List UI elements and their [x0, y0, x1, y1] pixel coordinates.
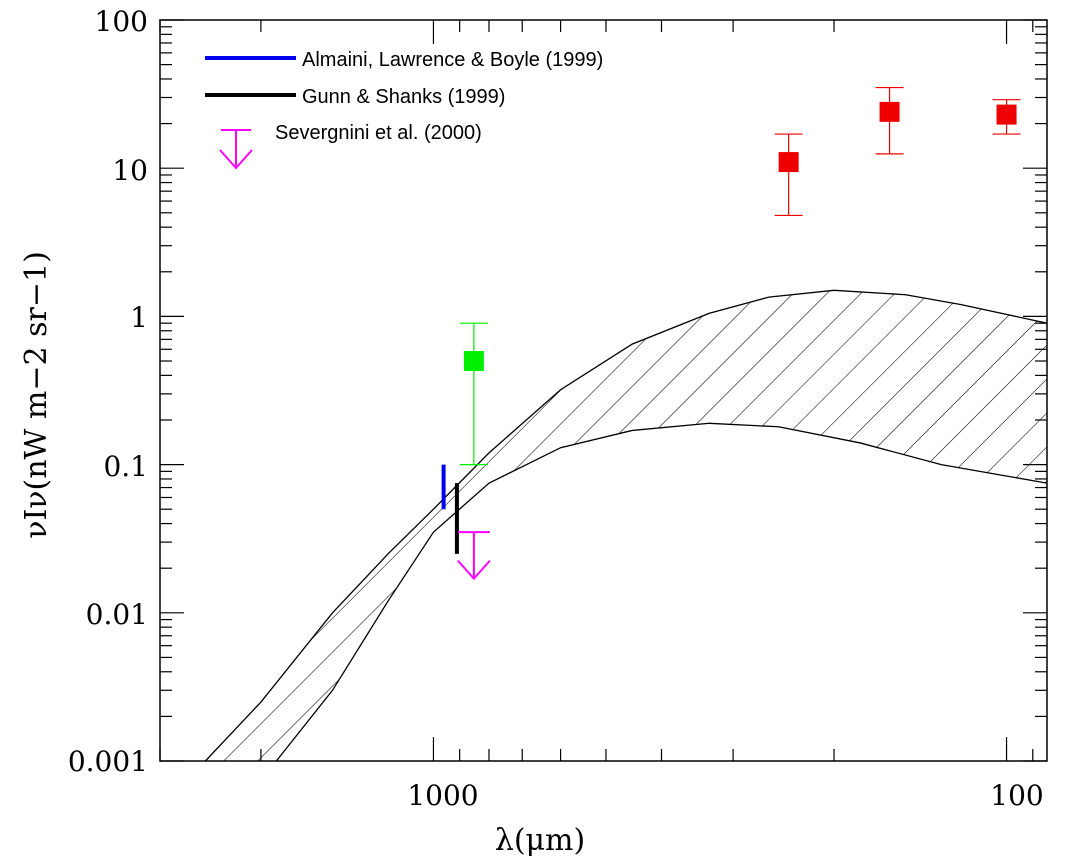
- x-tick-label-1000: 1000: [407, 779, 478, 812]
- data-point-2: [879, 101, 900, 122]
- y-tick-label-0.1: 0.1: [103, 450, 148, 483]
- model-band-fill: [205, 290, 1047, 761]
- data-point-1: [778, 152, 799, 173]
- legend-label-severgnini: Severgnini et al. (2000): [275, 122, 482, 144]
- model-band-lower-curve: [275, 422, 1047, 761]
- y-tick-label-0.001: 0.001: [68, 745, 148, 778]
- data-point-3: [996, 104, 1017, 125]
- legend-label-almaini: Almaini, Lawrence & Boyle (1999): [302, 49, 603, 71]
- x-tick-label-100: 100: [990, 779, 1043, 812]
- y-axis-label: νIν(nW m−2 sr−1): [19, 251, 54, 539]
- model-band-upper-curve: [204, 289, 1047, 761]
- legend: Almaini, Lawrence & Boyle (1999) Gunn & …: [205, 49, 603, 170]
- legend-label-gunn: Gunn & Shanks (1999): [302, 86, 505, 108]
- y-tick-label-10: 10: [112, 154, 148, 187]
- legend-swatch-severgnini: [219, 129, 253, 170]
- x-axis-label: λ(μm): [495, 823, 585, 857]
- y-tick-label-0.01: 0.01: [86, 598, 148, 631]
- upper-limit-arrowhead: [457, 559, 491, 581]
- plot-frame: [159, 19, 1048, 762]
- y-tick-label-1: 1: [130, 301, 148, 334]
- data-point-0: [463, 351, 484, 372]
- y-tick-label-100: 100: [95, 5, 148, 38]
